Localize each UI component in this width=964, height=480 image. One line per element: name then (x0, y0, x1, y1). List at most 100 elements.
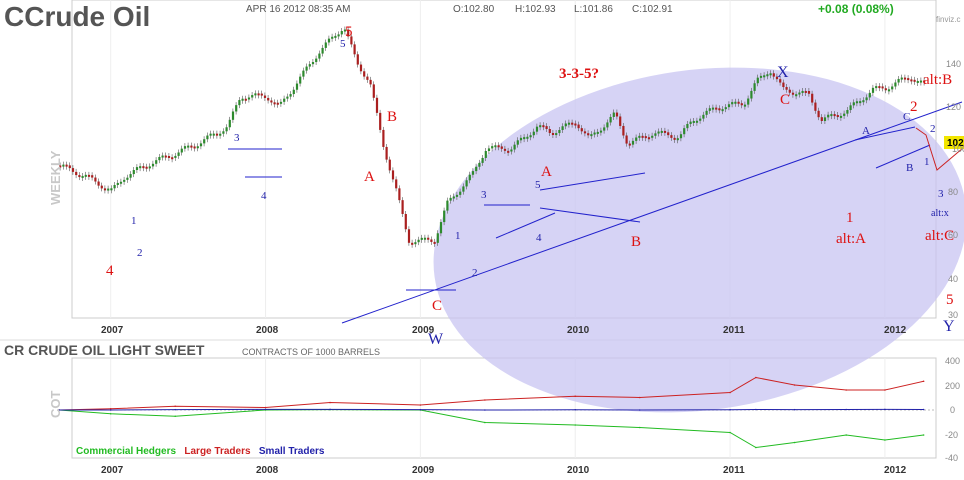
candle-body (507, 150, 510, 153)
candle-body (907, 78, 910, 81)
cot-point (755, 408, 757, 411)
wave-label-c-2009: C (432, 298, 442, 314)
candle-body (724, 107, 727, 110)
candle-body (468, 174, 471, 181)
candle-body (839, 115, 843, 118)
candle-body (900, 77, 903, 80)
wave-label-b-2012: B (906, 162, 913, 174)
candle-body (407, 229, 411, 243)
x-tick-2008: 2008 (256, 325, 279, 336)
candle-body (772, 73, 775, 77)
cot-point (574, 408, 577, 411)
candle-body (331, 36, 334, 39)
cot-point (755, 376, 757, 379)
candle-body (916, 80, 919, 83)
candle-body (871, 87, 875, 93)
candle-body (388, 159, 391, 171)
candle-body (679, 134, 683, 139)
candle-body (145, 166, 148, 169)
candle-body (801, 90, 804, 93)
wave-label-3-3-5: 3-3-5? (559, 66, 599, 82)
candle-body (315, 58, 318, 63)
wave-label-5-2008: 5 (340, 38, 346, 50)
wave-label-c-2011: C (780, 92, 790, 108)
candle-body (603, 127, 606, 131)
candle-body (209, 133, 212, 136)
cot-point (845, 389, 847, 391)
candle-body (398, 188, 401, 201)
candle-body (251, 95, 254, 98)
candle-body (849, 105, 852, 111)
candle-body (62, 164, 65, 167)
candle-body (267, 97, 270, 101)
candle-body (235, 105, 238, 112)
cot-point (264, 408, 267, 411)
candle-body (654, 133, 657, 136)
wave-label-1-2011: 1 (846, 210, 854, 226)
wave-label-b-2008: B (387, 109, 397, 125)
cot-x-tick-2008: 2008 (256, 465, 279, 476)
candle-body (254, 93, 257, 96)
candle-body (695, 120, 699, 123)
candle-body (174, 155, 177, 158)
ticker-title: CCrude Oil (4, 1, 150, 33)
cot-point (638, 396, 641, 399)
candle-body (257, 93, 260, 96)
cot-point (638, 426, 641, 429)
wave-label-5-top: 5 (345, 24, 353, 40)
quote-low: L:101.86 (574, 4, 613, 15)
cot-point (174, 405, 177, 408)
candle-body (452, 196, 455, 199)
candle-body (439, 222, 443, 234)
y-tick-120: 120 (946, 102, 961, 112)
x-tick-2009: 2009 (412, 325, 435, 336)
candle-body (699, 118, 702, 121)
candle-body (846, 110, 849, 114)
candle-body (727, 104, 731, 108)
candle-body (215, 133, 219, 136)
candle-body (663, 130, 667, 133)
candle-body (523, 137, 526, 140)
triangle-upper-line (539, 172, 646, 191)
candle-body (660, 130, 663, 133)
candle-body (558, 130, 561, 134)
cot-point (729, 391, 731, 394)
candle-body (436, 233, 439, 243)
x-tick-2007: 2007 (101, 325, 124, 336)
wave-label-2-2012b: 2 (930, 123, 936, 135)
candle-body (71, 168, 75, 172)
candle-body (411, 242, 414, 245)
candle-body (868, 92, 871, 98)
candle-body (129, 174, 132, 178)
wave-label-1-2009: 1 (455, 230, 461, 242)
candle-body (503, 148, 507, 151)
candle-body (827, 114, 830, 118)
candle-body (734, 101, 737, 104)
candle-body (206, 135, 209, 140)
candle-body (913, 79, 916, 82)
cot-x-tick-2007: 2007 (101, 465, 124, 476)
candle-body (110, 188, 113, 191)
candle-body (382, 129, 385, 147)
cot-x-tick-2012: 2012 (884, 465, 907, 476)
candle-body (430, 239, 433, 242)
candle-body (903, 77, 907, 80)
candle-body (116, 182, 119, 185)
candle-body (487, 148, 491, 152)
candle-body (731, 102, 734, 105)
candle-body (753, 83, 756, 91)
candle-body (571, 122, 574, 125)
candle-body (750, 90, 753, 99)
candle-body (823, 117, 827, 122)
cot-point (638, 409, 641, 411)
candle-body (228, 119, 231, 128)
candle-body (171, 157, 174, 160)
finviz-watermark: finviz.c (936, 15, 961, 24)
candle-body (241, 98, 244, 101)
wave-label-alt-x: alt:x (931, 208, 949, 219)
candle-body (155, 160, 158, 164)
candle-body (59, 165, 62, 168)
candle-body (161, 155, 164, 158)
cot-point (109, 407, 112, 410)
candle-body (855, 101, 859, 104)
